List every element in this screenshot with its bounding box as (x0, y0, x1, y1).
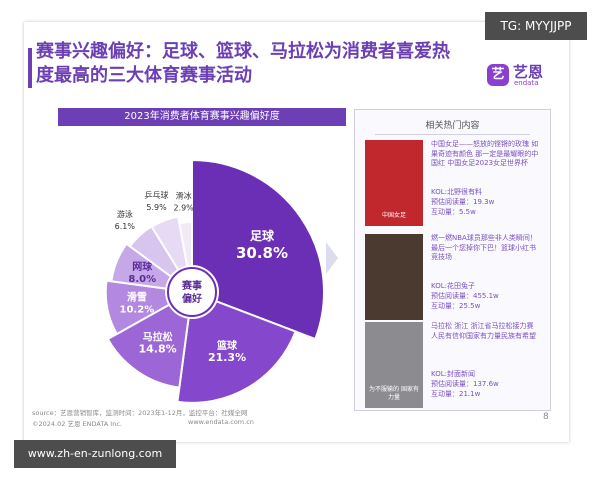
slice-label: 足球 (250, 228, 275, 243)
content-item[interactable]: 为不服输的 国家有力量 马拉松 浙江 浙江省马拉松接力赛 人民有信仰国家有力量民… (363, 322, 543, 408)
watermark-top: TG: MYYJJPP (485, 12, 587, 40)
content-description: 中国女足——怒放的铿锵的玫瑰 如果奇迹有颜色 那一定是最耀眼的中国红 中国女足2… (431, 140, 539, 167)
slice-value-label: 5.9% (146, 203, 167, 212)
slice-label: 游泳 (117, 209, 133, 219)
arrow-right-icon (326, 242, 338, 274)
content-item[interactable]: 燃一燃NBA球员那些非人类瞬间！最后一个您掉你下巴！篮球小红书竞技场 KOL:花… (363, 234, 543, 320)
slice-value-label: 21.3% (208, 351, 246, 364)
content-interactions: 互动量：21.1w (431, 390, 481, 398)
slice-value-label: 2.9% (173, 203, 194, 212)
content-thumbnail[interactable] (365, 234, 423, 320)
thumbnail-caption: 为不服输的 国家有力量 (369, 386, 419, 401)
slide-title: 赛事兴趣偏好：足球、篮球、马拉松为消费者喜爱热 度最高的三大体育赛事活动 (36, 40, 456, 88)
content-kol: KOL:北野很有料 (431, 188, 482, 196)
content-kol: KOL:花田兔子 (431, 282, 475, 290)
logo-name: 艺恩 (513, 63, 544, 81)
pie-center (167, 267, 217, 317)
footer-copyright: ©2024.02 艺恩 ENDATA Inc. (32, 420, 122, 428)
content-interactions: 互动量：25.5w (431, 302, 481, 310)
interest-pie-chart: 足球 30.8% 篮球 21.3% 马拉松 14.8% 滑雪 10.2% 网球 8.0% 游泳 6.1… (54, 104, 354, 414)
content-reads: 预估阅读量：19.3w (431, 198, 495, 206)
page-number: 8 (543, 412, 549, 422)
slice-value-label: 30.8% (236, 244, 288, 262)
report-slide: 赛事兴趣偏好：足球、篮球、马拉松为消费者喜爱热 度最高的三大体育赛事活动 艺 艺… (24, 22, 569, 442)
content-reads: 预估阅读量：137.6w (431, 380, 499, 388)
slice-value-label: 10.2% (120, 305, 155, 316)
pie-slice (178, 220, 193, 268)
slice-label: 滑冰 (176, 190, 192, 200)
slice-label: 滑雪 (127, 291, 147, 304)
pie-slice (110, 242, 173, 290)
panel-divider (375, 134, 530, 135)
slide-title-line-2: 度最高的三大体育赛事活动 (36, 65, 252, 86)
thumbnail-caption: 中国女足 (381, 212, 406, 219)
pie-slice (104, 279, 171, 336)
panel-title: 相关热门内容 (425, 121, 480, 131)
content-description: 马拉松 浙江 浙江省马拉松接力赛 人民有信仰国家有力量民族有希望 (431, 322, 536, 340)
chart-title: 2023年消费者体育赛事兴趣偏好度 (58, 108, 346, 126)
slide-title-line-1: 赛事兴趣偏好：足球、篮球、马拉松为消费者喜爱热 (36, 41, 450, 62)
content-thumbnail[interactable]: 为不服输的 国家有力量 (365, 322, 423, 408)
content-kol: KOL:封面新闻 (431, 370, 475, 378)
logo-mark-icon: 艺 (487, 64, 509, 86)
title-accent-bar (28, 48, 32, 88)
slice-label: 马拉松 (143, 331, 173, 344)
pie-center-label: 偏好 (182, 292, 202, 305)
slice-value-label: 6.1% (115, 222, 136, 231)
pie-slice (106, 303, 190, 389)
footer-source: source：艺恩营销智库，监测时间：2023年1-12月，监控平台：社媒全网 (32, 409, 248, 417)
slice-value-label: 8.0% (128, 274, 156, 285)
footer-url: www.endata.com.cn (188, 418, 254, 426)
logo-subtitle: endata (514, 79, 539, 87)
content-thumbnail[interactable]: 中国女足 (365, 140, 423, 226)
content-description: 燃一燃NBA球员那些非人类瞬间！最后一个您掉你下巴！篮球小红书竞技场 (431, 234, 537, 261)
content-item[interactable]: 中国女足 中国女足——怒放的铿锵的玫瑰 如果奇迹有颜色 那一定是最耀眼的中国红 … (363, 140, 543, 226)
slice-label: 网球 (132, 260, 153, 273)
pie-slice (176, 299, 297, 404)
watermark-bottom: www.zh-en-zunlong.com (14, 440, 176, 468)
slice-value-label: 14.8% (139, 343, 177, 356)
content-interactions: 互动量：5.5w (431, 208, 476, 216)
slice-label: 篮球 (216, 339, 238, 352)
pie-slice (191, 158, 325, 341)
endata-logo: 艺 艺恩 endata (487, 62, 563, 88)
content-reads: 预估阅读量：455.1w (431, 292, 499, 300)
pie-center-label: 赛事 (181, 279, 202, 292)
slice-label: 乒乓球 (145, 190, 169, 200)
related-content-panel: 相关热门内容 中国女足 中国女足——怒放的铿锵的玫瑰 如果奇迹有颜色 那一定是最… (354, 109, 551, 411)
